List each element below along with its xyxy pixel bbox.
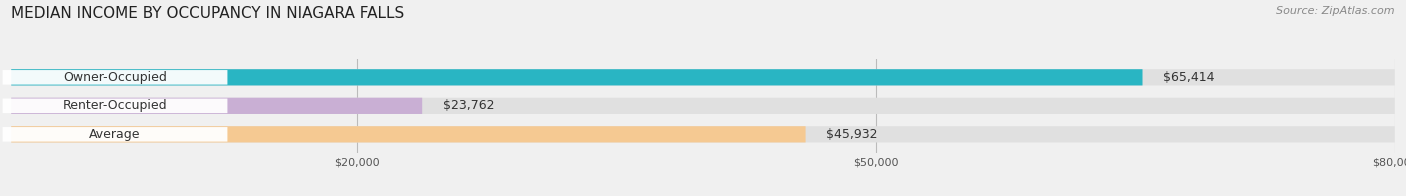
Text: $23,762: $23,762 [443,99,495,112]
FancyBboxPatch shape [3,127,228,142]
FancyBboxPatch shape [11,69,1395,85]
Text: Source: ZipAtlas.com: Source: ZipAtlas.com [1277,6,1395,16]
Text: MEDIAN INCOME BY OCCUPANCY IN NIAGARA FALLS: MEDIAN INCOME BY OCCUPANCY IN NIAGARA FA… [11,6,405,21]
FancyBboxPatch shape [11,126,806,142]
FancyBboxPatch shape [3,99,228,113]
FancyBboxPatch shape [3,70,228,85]
Text: Average: Average [89,128,141,141]
FancyBboxPatch shape [11,98,1395,114]
FancyBboxPatch shape [11,126,1395,142]
Text: $45,932: $45,932 [827,128,877,141]
FancyBboxPatch shape [11,98,422,114]
Text: Owner-Occupied: Owner-Occupied [63,71,167,84]
Text: Renter-Occupied: Renter-Occupied [63,99,167,112]
Text: $65,414: $65,414 [1163,71,1215,84]
FancyBboxPatch shape [11,69,1143,85]
